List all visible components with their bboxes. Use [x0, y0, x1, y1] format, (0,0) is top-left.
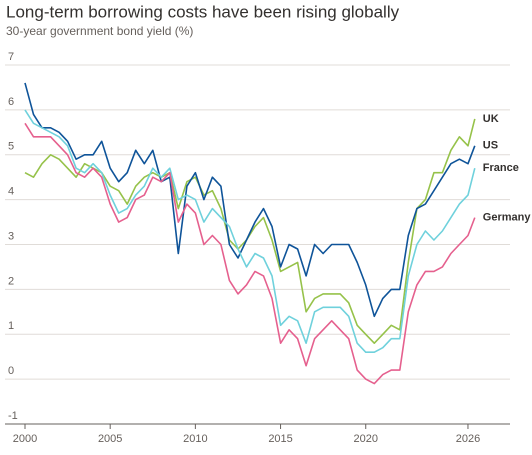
- series-label: France: [483, 162, 519, 174]
- y-tick-label: 7: [8, 51, 14, 63]
- grid: -1 0 1 2 3 4 5 6 7 2000 2005 2010 2015 2020 2026: [5, 51, 510, 445]
- x-tick-label: 2010: [183, 433, 207, 445]
- x-tick-label: 2005: [98, 433, 122, 445]
- chart-title: Long-term borrowing costs have been risi…: [6, 2, 400, 21]
- series-label: Germany: [483, 211, 532, 223]
- x-tick-label: 2020: [353, 433, 377, 445]
- plot-area: UK US France Germany: [24, 82, 532, 385]
- series-label: UK: [483, 113, 499, 125]
- x-tick-label: 2000: [13, 433, 37, 445]
- series-label: US: [483, 140, 498, 152]
- y-tick-label: 6: [8, 96, 14, 108]
- chart-subtitle: 30-year government bond yield (%): [6, 24, 193, 38]
- y-tick-label: 3: [8, 230, 14, 242]
- line-series: [24, 109, 476, 353]
- y-tick-label: 0: [8, 365, 14, 377]
- y-tick-label: 5: [8, 141, 14, 153]
- x-tick-label: 2015: [268, 433, 292, 445]
- x-tick-label: 2026: [456, 433, 480, 445]
- y-tick-label: -1: [8, 410, 18, 422]
- y-tick-label: 1: [8, 320, 14, 332]
- line-series: [24, 122, 476, 385]
- y-tick-label: 2: [8, 275, 14, 287]
- y-tick-label: 4: [8, 186, 14, 198]
- line-series: [24, 82, 476, 318]
